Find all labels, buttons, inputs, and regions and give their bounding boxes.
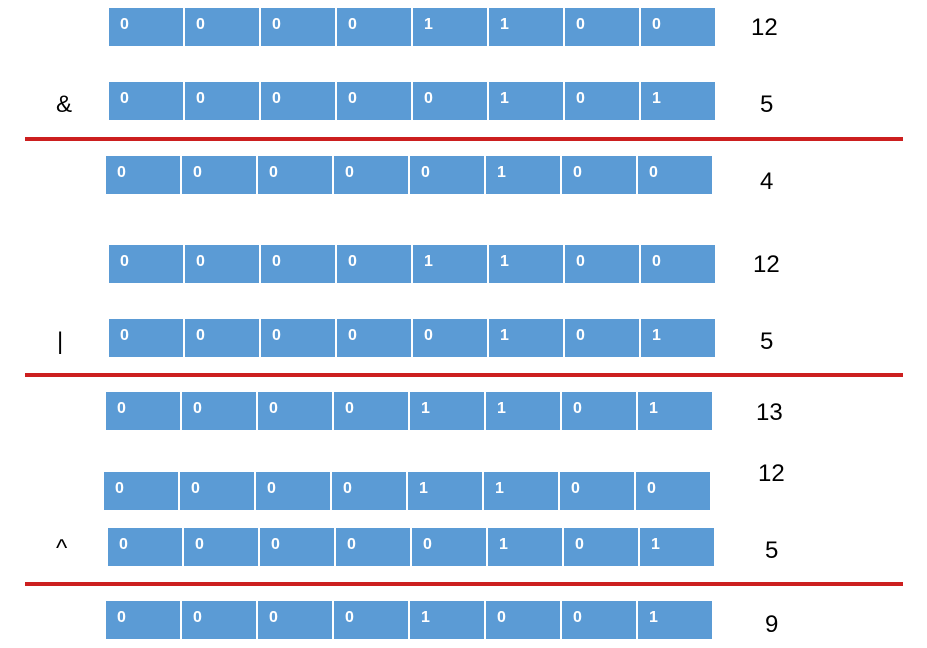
or-operand-b-value: 5 — [760, 328, 774, 355]
bit-cell: 0 — [106, 156, 180, 194]
bit-cell: 0 — [180, 472, 254, 510]
or-operand-b-row: 0 0 0 0 0 1 0 1 — [109, 319, 715, 357]
bit-cell: 1 — [408, 472, 482, 510]
xor-result-divider — [25, 582, 903, 586]
bit-cell: 0 — [109, 8, 183, 46]
bit-cell: 0 — [258, 392, 332, 430]
bit-cell: 0 — [261, 319, 335, 357]
bit-cell: 0 — [185, 8, 259, 46]
bit-cell: 0 — [564, 528, 638, 566]
bit-cell: 0 — [413, 82, 487, 120]
bit-cell: 1 — [486, 156, 560, 194]
bit-cell: 1 — [489, 8, 563, 46]
bit-cell: 1 — [638, 392, 712, 430]
and-operand-b-row: 0 0 0 0 0 1 0 1 — [109, 82, 715, 120]
and-result-divider — [25, 137, 903, 141]
bit-cell: 0 — [565, 319, 639, 357]
bit-cell: 1 — [486, 392, 560, 430]
bit-cell: 0 — [256, 472, 330, 510]
bit-cell: 1 — [484, 472, 558, 510]
bit-cell: 0 — [337, 245, 411, 283]
bit-cell: 0 — [562, 156, 636, 194]
bit-cell: 0 — [258, 601, 332, 639]
bit-cell: 0 — [336, 528, 410, 566]
bit-cell: 0 — [182, 156, 256, 194]
bit-cell: 0 — [413, 319, 487, 357]
bit-cell: 0 — [185, 245, 259, 283]
bit-cell: 1 — [410, 392, 484, 430]
bit-cell: 1 — [638, 601, 712, 639]
bit-cell: 0 — [565, 82, 639, 120]
bit-cell: 0 — [109, 245, 183, 283]
bit-cell: 0 — [109, 319, 183, 357]
or-operator: | — [57, 328, 64, 355]
bit-cell: 0 — [261, 245, 335, 283]
bit-cell: 0 — [486, 601, 560, 639]
bit-cell: 0 — [565, 8, 639, 46]
or-operand-a-row: 0 0 0 0 1 1 0 0 — [109, 245, 715, 283]
and-operator: & — [56, 91, 73, 118]
bit-cell: 0 — [185, 82, 259, 120]
xor-result-value: 9 — [765, 611, 779, 638]
and-operand-a-row: 0 0 0 0 1 1 0 0 — [109, 8, 715, 46]
bit-cell: 0 — [334, 601, 408, 639]
bit-cell: 0 — [182, 392, 256, 430]
bit-cell: 1 — [488, 528, 562, 566]
xor-operator: ^ — [56, 535, 68, 562]
bit-cell: 0 — [638, 156, 712, 194]
xor-operand-a-value: 12 — [758, 460, 785, 487]
bit-cell: 0 — [337, 319, 411, 357]
bit-cell: 0 — [562, 601, 636, 639]
bit-cell: 0 — [334, 392, 408, 430]
or-result-divider — [25, 373, 903, 377]
bit-cell: 0 — [261, 82, 335, 120]
bit-cell: 0 — [184, 528, 258, 566]
bit-cell: 0 — [410, 156, 484, 194]
bit-cell: 0 — [106, 392, 180, 430]
bit-cell: 0 — [260, 528, 334, 566]
bit-cell: 0 — [109, 82, 183, 120]
bit-cell: 0 — [258, 156, 332, 194]
xor-result-row: 0 0 0 0 1 0 0 1 — [106, 601, 712, 639]
bit-cell: 0 — [334, 156, 408, 194]
bit-cell: 1 — [413, 245, 487, 283]
bit-cell: 1 — [641, 319, 715, 357]
bit-cell: 0 — [337, 8, 411, 46]
bit-cell: 0 — [641, 8, 715, 46]
bit-cell: 0 — [636, 472, 710, 510]
bit-cell: 1 — [641, 82, 715, 120]
bit-cell: 1 — [489, 245, 563, 283]
xor-operand-b-row: 0 0 0 0 0 1 0 1 — [108, 528, 714, 566]
bit-cell: 0 — [182, 601, 256, 639]
bit-cell: 0 — [332, 472, 406, 510]
bit-cell: 0 — [108, 528, 182, 566]
bit-cell: 1 — [489, 319, 563, 357]
bit-cell: 1 — [410, 601, 484, 639]
bit-cell: 0 — [106, 601, 180, 639]
or-result-row: 0 0 0 0 1 1 0 1 — [106, 392, 712, 430]
bit-cell: 0 — [565, 245, 639, 283]
bit-cell: 0 — [562, 392, 636, 430]
xor-operand-b-value: 5 — [765, 537, 779, 564]
bit-cell: 0 — [412, 528, 486, 566]
and-result-value: 4 — [760, 168, 774, 195]
bit-cell: 0 — [185, 319, 259, 357]
or-operand-a-value: 12 — [753, 251, 780, 278]
bit-cell: 0 — [337, 82, 411, 120]
and-operand-a-value: 12 — [751, 14, 778, 41]
and-result-row: 0 0 0 0 0 1 0 0 — [106, 156, 712, 194]
bit-cell: 0 — [560, 472, 634, 510]
bit-cell: 1 — [413, 8, 487, 46]
bit-cell: 0 — [104, 472, 178, 510]
bit-cell: 1 — [489, 82, 563, 120]
xor-operand-a-row: 0 0 0 0 1 1 0 0 — [104, 472, 710, 510]
bit-cell: 1 — [640, 528, 714, 566]
bit-cell: 0 — [641, 245, 715, 283]
bit-cell: 0 — [261, 8, 335, 46]
and-operand-b-value: 5 — [760, 91, 774, 118]
or-result-value: 13 — [756, 399, 783, 426]
